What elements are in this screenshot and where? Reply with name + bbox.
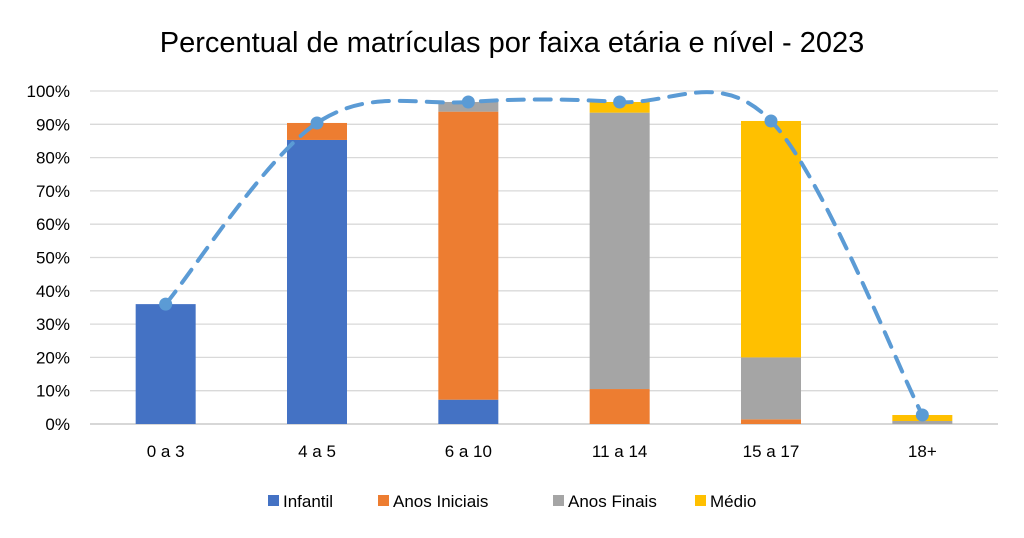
bar-anos-iniciais (438, 111, 499, 400)
legend-label: Infantil (283, 492, 333, 511)
legend: Infantil Anos Iniciais Anos Finais Médio (268, 492, 756, 511)
x-tick-label: 15 a 17 (743, 442, 800, 461)
total-line (159, 90, 929, 422)
chart-title: Percentual de matrículas por faixa etári… (160, 27, 864, 59)
gridlines (90, 90, 998, 425)
y-tick-label: 10% (36, 382, 70, 401)
y-tick-label: 30% (36, 315, 70, 334)
bar-anos-finais (741, 357, 801, 420)
total-line-point (613, 95, 627, 109)
bar-infantil (438, 399, 499, 424)
legend-label: Médio (710, 492, 756, 511)
total-line-point (764, 114, 778, 128)
legend-swatch (695, 495, 706, 506)
x-tick-label: 0 a 3 (147, 442, 185, 461)
y-tick-label: 80% (36, 149, 70, 168)
y-axis-ticks: 0% 10% 20% 30% 40% 50% 60% 70% 80% 90% 100% (27, 82, 70, 434)
x-tick-label: 11 a 14 (592, 442, 647, 461)
total-line-path (163, 90, 925, 418)
total-line-point (915, 408, 929, 422)
total-line-point (159, 297, 173, 311)
y-tick-label: 20% (36, 348, 70, 367)
legend-swatch (553, 495, 564, 506)
legend-swatch (268, 495, 279, 506)
bar-anos-iniciais (589, 389, 650, 424)
y-tick-label: 100% (27, 82, 70, 101)
bar-infantil (287, 139, 347, 425)
y-tick-label: 40% (36, 282, 70, 301)
legend-label: Anos Iniciais (393, 492, 488, 511)
bar-anos-iniciais (741, 419, 801, 424)
bar-anos-finais (589, 112, 650, 390)
x-tick-label: 18+ (908, 442, 937, 461)
x-tick-label: 6 a 10 (445, 442, 492, 461)
total-line-point (461, 95, 475, 109)
bar-anos-finais (892, 421, 953, 424)
y-tick-label: 70% (36, 182, 70, 201)
x-tick-label: 4 a 5 (298, 442, 336, 461)
bars (135, 101, 953, 425)
bar-médio (741, 120, 801, 358)
y-tick-label: 90% (36, 115, 70, 134)
legend-swatch (378, 495, 389, 506)
legend-label: Anos Finais (568, 492, 657, 511)
bar-infantil (135, 304, 196, 424)
x-axis-ticks: 0 a 3 4 a 5 6 a 10 11 a 14 15 a 17 18+ (147, 442, 937, 461)
y-tick-label: 50% (36, 249, 70, 268)
total-line-point (310, 116, 324, 130)
y-tick-label: 0% (45, 415, 70, 434)
y-tick-label: 60% (36, 215, 70, 234)
